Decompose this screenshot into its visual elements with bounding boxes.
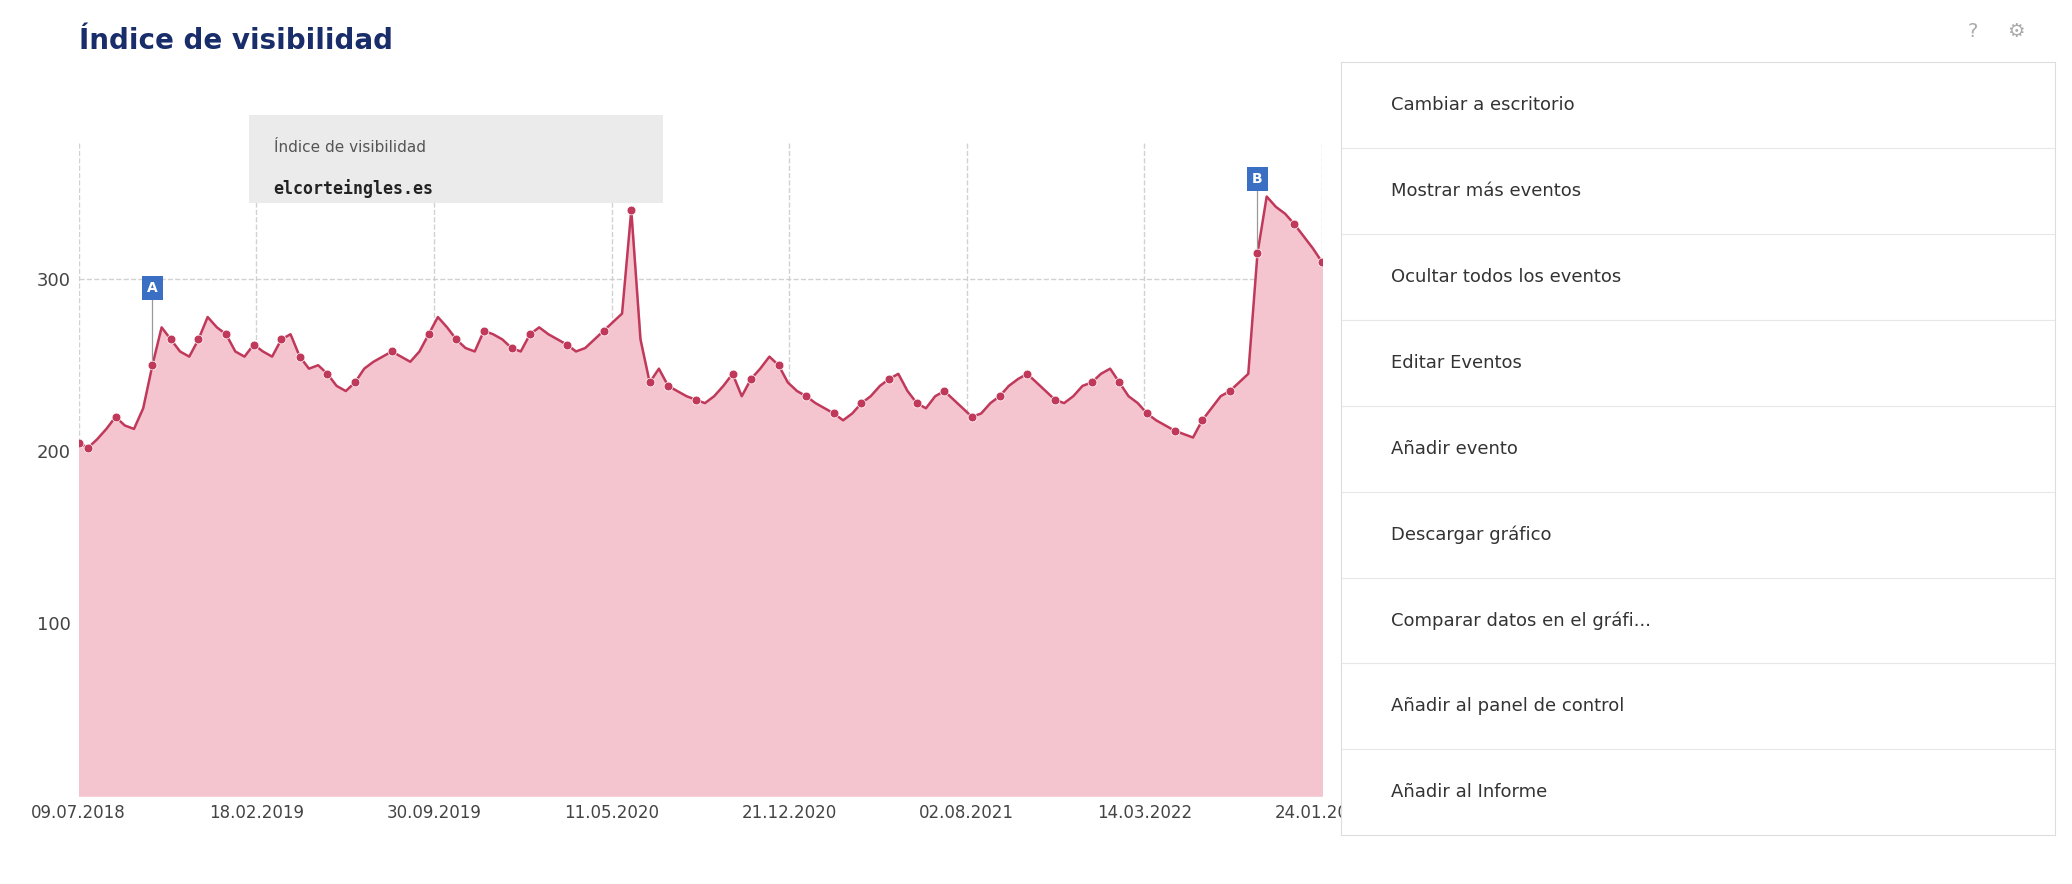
Point — [182, 332, 215, 347]
Point — [1278, 217, 1312, 231]
Point — [762, 358, 796, 372]
Point — [845, 396, 879, 410]
Point — [412, 327, 445, 341]
Point — [338, 376, 371, 390]
Point — [651, 379, 684, 393]
Text: Añadir evento: Añadir evento — [1390, 439, 1517, 458]
Point — [816, 407, 850, 421]
Point — [551, 338, 584, 352]
Point — [1158, 423, 1191, 438]
Point — [1038, 392, 1071, 407]
Text: elcorteingles.es: elcorteingles.es — [274, 179, 433, 197]
Point — [514, 327, 547, 341]
Point — [153, 332, 186, 347]
Text: Descargar gráfico: Descargar gráfico — [1390, 525, 1552, 544]
Point — [1131, 407, 1164, 421]
Point — [680, 392, 713, 407]
Point — [70, 441, 104, 455]
Point — [1241, 247, 1274, 261]
Text: ⚙: ⚙ — [2008, 22, 2024, 41]
Point — [99, 410, 133, 424]
Point — [1185, 413, 1218, 427]
Text: Añadir al panel de control: Añadir al panel de control — [1390, 697, 1624, 715]
Point — [717, 367, 750, 381]
Point — [1011, 367, 1044, 381]
Point — [733, 372, 767, 386]
Point — [1305, 255, 1339, 269]
Point — [872, 372, 905, 386]
Text: B: B — [1251, 172, 1262, 187]
Point — [137, 358, 170, 372]
Point — [209, 327, 242, 341]
Text: Índice de visibilidad: Índice de visibilidad — [274, 140, 425, 155]
Point — [311, 367, 344, 381]
Point — [439, 332, 472, 347]
Point — [634, 376, 667, 390]
Text: Añadir al Informe: Añadir al Informe — [1390, 783, 1548, 802]
Text: Índice de visibilidad: Índice de visibilidad — [79, 27, 394, 55]
Point — [982, 389, 1015, 403]
Point — [789, 389, 823, 403]
Text: Ocultar todos los eventos: Ocultar todos los eventos — [1390, 268, 1620, 286]
Point — [1102, 376, 1135, 390]
Point — [236, 338, 269, 352]
Point — [899, 396, 932, 410]
Point — [62, 436, 95, 450]
Point — [955, 410, 988, 424]
Text: Editar Eventos: Editar Eventos — [1390, 354, 1521, 371]
Text: Cambiar a escritorio: Cambiar a escritorio — [1390, 95, 1575, 114]
Text: A: A — [147, 281, 157, 294]
Point — [615, 203, 649, 217]
Point — [284, 349, 317, 363]
Point — [1075, 376, 1109, 390]
Point — [586, 324, 620, 338]
Point — [1214, 384, 1247, 398]
Point — [495, 341, 528, 355]
Text: Mostrar más eventos: Mostrar más eventos — [1390, 182, 1581, 200]
Point — [265, 332, 298, 347]
Text: ?: ? — [1966, 22, 1979, 41]
Text: Comparar datos en el gráfi...: Comparar datos en el gráfi... — [1390, 611, 1651, 629]
Point — [375, 345, 408, 359]
Point — [468, 324, 501, 338]
Point — [928, 384, 961, 398]
